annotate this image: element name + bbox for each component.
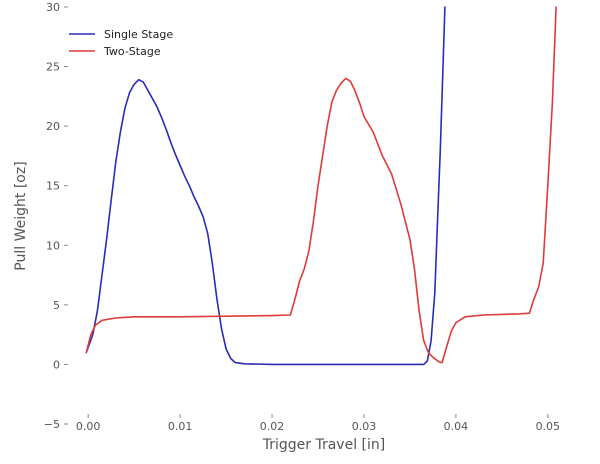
x-axis-label: Trigger Travel [in] — [262, 437, 386, 453]
x-axis-ticks: 0.00 0.01 0.02 0.03 0.04 0.05 — [76, 414, 560, 433]
series-line-single-stage — [85, 6, 446, 366]
y-tick-label: 5 — [53, 299, 60, 312]
y-tick-label: −5 — [44, 418, 60, 431]
x-tick-label: 0.05 — [536, 420, 561, 433]
y-tick-label: 0 — [53, 358, 60, 371]
y-tick-label: 10 — [46, 239, 60, 252]
y-tick-label: 25 — [46, 61, 60, 74]
y-tick-label: 15 — [46, 180, 60, 193]
series-lines — [85, 6, 557, 366]
y-tick-label: 20 — [46, 120, 60, 133]
y-tick-label: 30 — [46, 1, 60, 14]
y-axis-label: Pull Weight [oz] — [13, 161, 29, 270]
series-line-two-stage — [85, 6, 557, 364]
x-tick-label: 0.02 — [260, 420, 285, 433]
legend-label-single-stage: Single Stage — [104, 28, 173, 41]
x-tick-label: 0.03 — [352, 420, 377, 433]
legend: Single Stage Two-Stage — [69, 28, 173, 58]
x-tick-label: 0.01 — [168, 420, 193, 433]
y-axis-ticks: −5 0 5 10 15 20 25 30 — [44, 1, 68, 431]
x-tick-label: 0.00 — [76, 420, 101, 433]
legend-label-two-stage: Two-Stage — [103, 45, 161, 58]
x-tick-label: 0.04 — [444, 420, 469, 433]
